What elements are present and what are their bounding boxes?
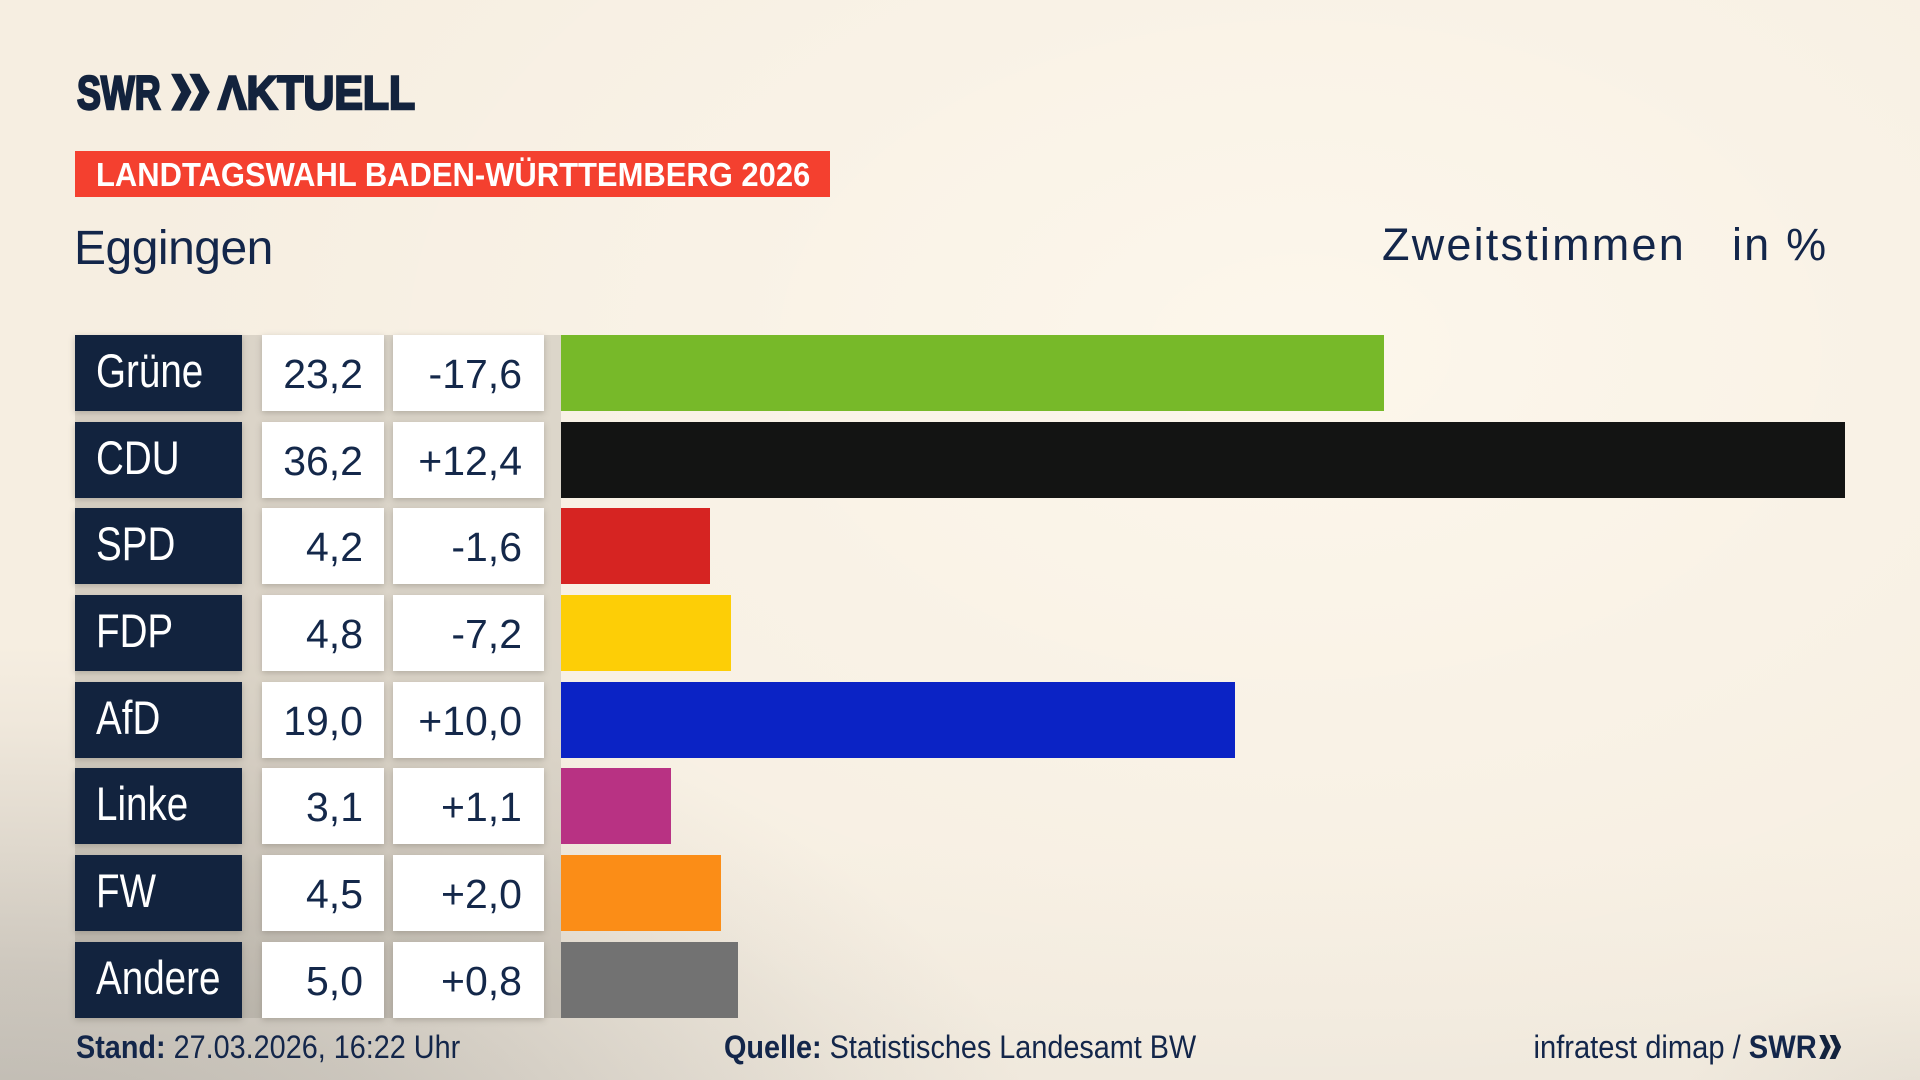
svg-text:SWR: SWR [77,70,161,119]
svg-text:ΛKTUELL: ΛKTUELL [218,70,415,120]
